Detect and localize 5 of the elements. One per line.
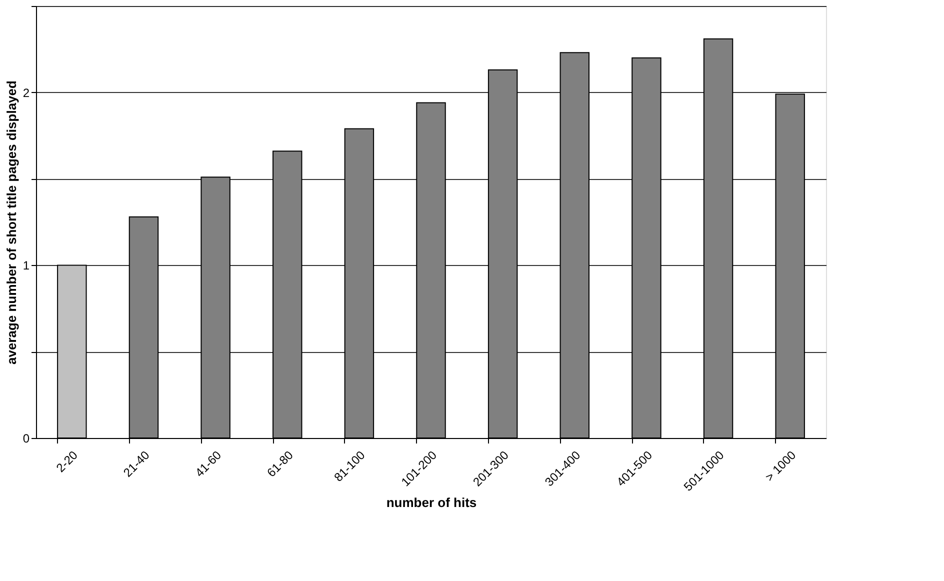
y-axis-title: average number of short title pages displayed — [4, 80, 19, 364]
y-tick-label: 2 — [22, 86, 30, 100]
y-tick-label: 1 — [22, 258, 30, 273]
y-tick-label: 0 — [22, 432, 30, 446]
x-axis-title: number of hits — [386, 495, 477, 510]
